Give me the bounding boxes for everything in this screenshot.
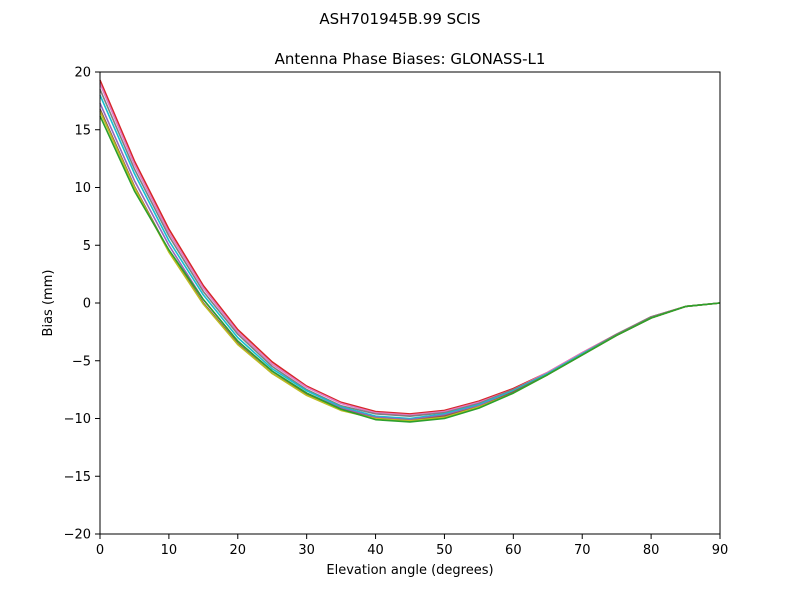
x-tick-label: 60 bbox=[505, 543, 522, 558]
series-line-8 bbox=[99, 115, 721, 423]
figure-suptitle: ASH701945B.99 SCIS bbox=[319, 10, 480, 28]
x-tick-label: 80 bbox=[643, 543, 660, 558]
y-tick-label: −20 bbox=[64, 528, 91, 543]
x-tick-label: 30 bbox=[298, 543, 315, 558]
y-tick-label: 0 bbox=[83, 297, 91, 312]
x-tick-label: 50 bbox=[436, 543, 453, 558]
x-tick-label: 10 bbox=[161, 543, 178, 558]
series-line-3 bbox=[99, 89, 721, 417]
x-axis-label: Elevation angle (degrees) bbox=[326, 563, 493, 578]
chart-title: Antenna Phase Biases: GLONASS-L1 bbox=[275, 50, 546, 68]
y-axis-ticks: −20 −15 −10 −5 0 5 10 15 20 bbox=[64, 66, 100, 543]
y-tick-label: −10 bbox=[64, 412, 91, 427]
x-tick-label: 70 bbox=[574, 543, 591, 558]
y-axis-label: Bias (mm) bbox=[41, 270, 56, 337]
x-axis-ticks: 0 10 20 30 40 50 60 70 80 90 bbox=[96, 534, 728, 558]
y-tick-label: 5 bbox=[83, 239, 91, 254]
y-tick-label: 15 bbox=[74, 123, 91, 138]
x-tick-label: 90 bbox=[712, 543, 729, 558]
plot-area bbox=[99, 71, 721, 535]
x-tick-label: 40 bbox=[367, 543, 384, 558]
y-tick-label: −5 bbox=[72, 354, 91, 369]
y-tick-label: 10 bbox=[74, 181, 91, 196]
series-group bbox=[99, 79, 721, 423]
x-tick-label: 20 bbox=[230, 543, 247, 558]
x-tick-label: 0 bbox=[96, 543, 104, 558]
y-tick-label: 20 bbox=[74, 66, 91, 81]
y-tick-label: −15 bbox=[64, 470, 91, 485]
